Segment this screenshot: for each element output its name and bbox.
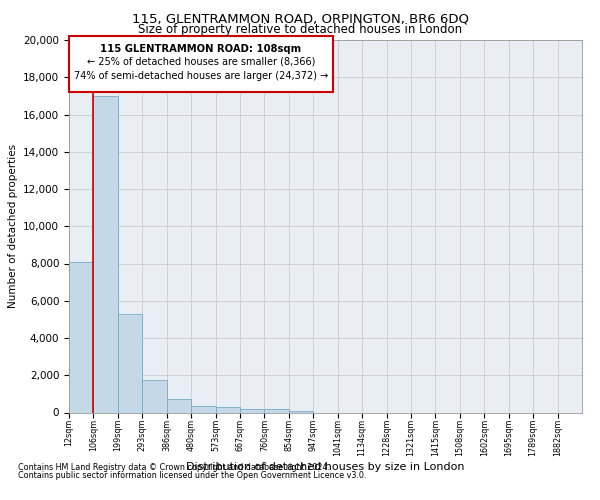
Bar: [240, 409, 265, 412]
Bar: [265, 409, 289, 412]
Text: Contains HM Land Registry data © Crown copyright and database right 2024.: Contains HM Land Registry data © Crown c…: [18, 462, 330, 471]
FancyBboxPatch shape: [69, 36, 333, 92]
Bar: [94, 96, 118, 412]
Text: 115, GLENTRAMMON ROAD, ORPINGTON, BR6 6DQ: 115, GLENTRAMMON ROAD, ORPINGTON, BR6 6D…: [131, 12, 469, 26]
Bar: [69, 262, 94, 412]
Text: 115 GLENTRAMMON ROAD: 108sqm: 115 GLENTRAMMON ROAD: 108sqm: [100, 44, 301, 54]
Bar: [289, 410, 313, 412]
Bar: [167, 400, 191, 412]
Text: Contains public sector information licensed under the Open Government Licence v3: Contains public sector information licen…: [18, 471, 367, 480]
Bar: [215, 408, 240, 412]
Text: 74% of semi-detached houses are larger (24,372) →: 74% of semi-detached houses are larger (…: [74, 70, 328, 81]
Bar: [191, 406, 215, 412]
Bar: [118, 314, 142, 412]
Y-axis label: Number of detached properties: Number of detached properties: [8, 144, 17, 308]
Bar: [142, 380, 167, 412]
Text: ← 25% of detached houses are smaller (8,366): ← 25% of detached houses are smaller (8,…: [87, 57, 315, 67]
X-axis label: Distribution of detached houses by size in London: Distribution of detached houses by size …: [186, 462, 465, 472]
Text: Size of property relative to detached houses in London: Size of property relative to detached ho…: [138, 22, 462, 36]
